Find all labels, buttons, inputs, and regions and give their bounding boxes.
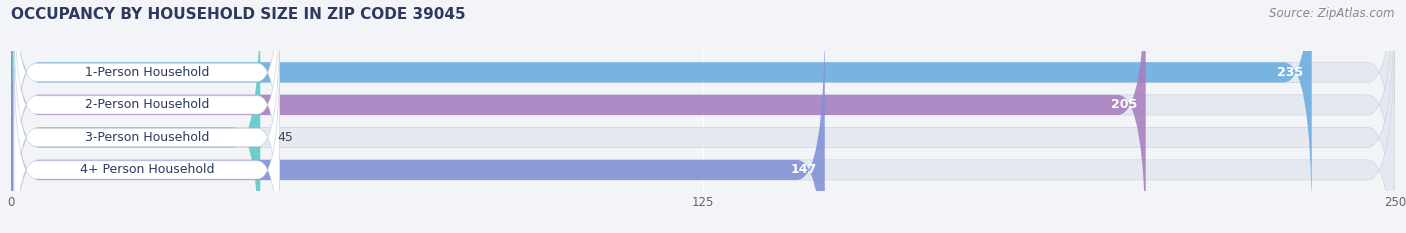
FancyBboxPatch shape bbox=[11, 17, 1395, 233]
FancyBboxPatch shape bbox=[14, 0, 280, 226]
FancyBboxPatch shape bbox=[11, 0, 1395, 233]
Text: 205: 205 bbox=[1111, 98, 1137, 111]
FancyBboxPatch shape bbox=[14, 17, 280, 233]
Text: 1-Person Household: 1-Person Household bbox=[84, 66, 209, 79]
FancyBboxPatch shape bbox=[14, 0, 280, 193]
Text: Source: ZipAtlas.com: Source: ZipAtlas.com bbox=[1270, 7, 1395, 20]
Text: OCCUPANCY BY HOUSEHOLD SIZE IN ZIP CODE 39045: OCCUPANCY BY HOUSEHOLD SIZE IN ZIP CODE … bbox=[11, 7, 465, 22]
FancyBboxPatch shape bbox=[11, 0, 260, 233]
Text: 45: 45 bbox=[277, 131, 292, 144]
FancyBboxPatch shape bbox=[11, 0, 1395, 225]
Text: 235: 235 bbox=[1277, 66, 1303, 79]
FancyBboxPatch shape bbox=[11, 0, 1395, 233]
Text: 4+ Person Household: 4+ Person Household bbox=[80, 163, 214, 176]
Text: 3-Person Household: 3-Person Household bbox=[84, 131, 209, 144]
FancyBboxPatch shape bbox=[11, 0, 1312, 225]
Text: 147: 147 bbox=[790, 163, 817, 176]
FancyBboxPatch shape bbox=[14, 49, 280, 233]
FancyBboxPatch shape bbox=[11, 0, 1146, 233]
Text: 2-Person Household: 2-Person Household bbox=[84, 98, 209, 111]
FancyBboxPatch shape bbox=[11, 17, 825, 233]
